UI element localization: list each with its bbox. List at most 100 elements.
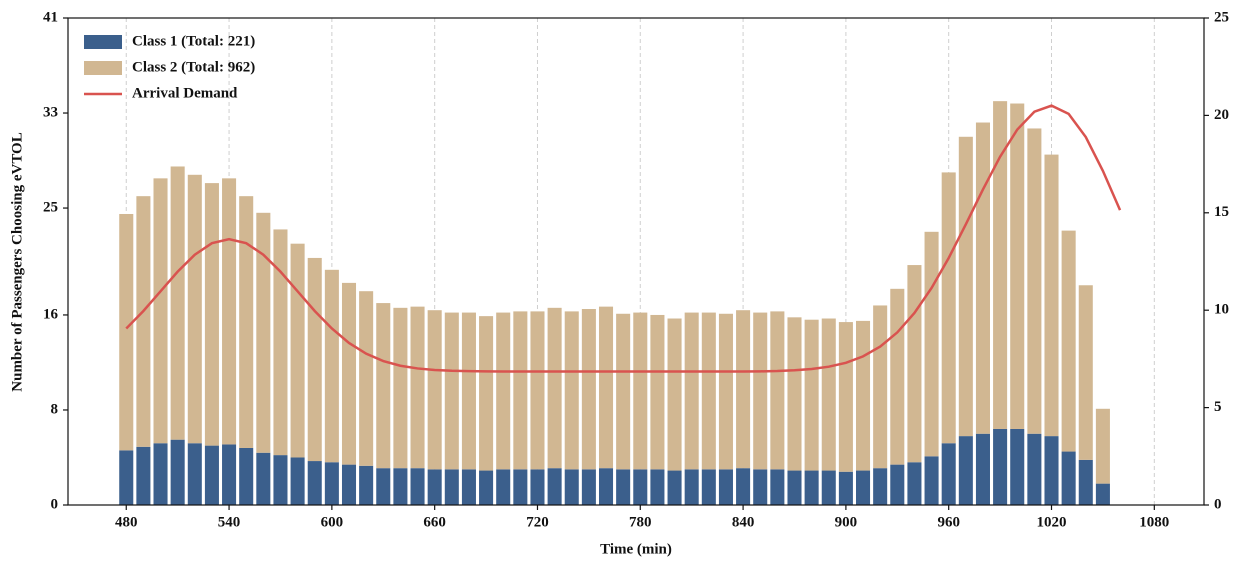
bar-segment — [530, 311, 545, 470]
bar-segment — [410, 306, 425, 469]
bar-segment — [873, 305, 888, 469]
bar-segment — [958, 136, 973, 437]
bar-segment — [479, 316, 494, 471]
bar-segment — [170, 439, 185, 505]
bar-segment — [787, 317, 802, 471]
bar-segment — [204, 183, 219, 446]
bar-segment — [479, 470, 494, 505]
bar-segment — [958, 436, 973, 505]
bar-segment — [153, 178, 168, 444]
bar-segment — [307, 257, 322, 462]
bar-segment — [222, 444, 237, 505]
bar-segment — [1061, 451, 1076, 505]
x-axis-label: Time (min) — [600, 541, 672, 557]
bar-segment — [856, 470, 871, 505]
bar-segment — [701, 469, 716, 505]
x-tick-label: 480 — [115, 514, 138, 530]
bar-segment — [821, 318, 836, 471]
legend-swatch — [84, 35, 122, 49]
bar-segment — [1010, 103, 1025, 429]
bar-segment — [804, 319, 819, 471]
bar-segment — [718, 469, 733, 505]
x-tick-label: 960 — [937, 514, 960, 530]
y2-tick-label: 15 — [1214, 204, 1229, 220]
y-tick-label: 25 — [43, 199, 58, 215]
bar-segment — [941, 172, 956, 444]
bar-segment — [1044, 154, 1059, 437]
bar-segment — [975, 433, 990, 505]
bar-segment — [376, 468, 391, 505]
bar-segment — [290, 457, 305, 505]
bar-segment — [119, 213, 134, 451]
bar-segment — [1078, 459, 1093, 505]
bar-segment — [598, 468, 614, 505]
bar-segment — [753, 312, 768, 470]
bar-segment — [838, 322, 853, 472]
y-tick-label: 0 — [51, 496, 59, 512]
bar-segment — [838, 471, 853, 505]
x-tick-label: 660 — [423, 514, 446, 530]
bar-segment — [633, 312, 648, 470]
bar-segment — [410, 468, 425, 505]
bar-segment — [564, 469, 579, 505]
x-tick-label: 780 — [629, 514, 652, 530]
bar-segment — [856, 320, 871, 471]
bar-segment — [170, 166, 185, 440]
bar-segment — [581, 309, 596, 470]
bar-segment — [341, 464, 357, 505]
bar-segment — [119, 450, 134, 505]
bar-segment — [581, 469, 596, 505]
bar-segment — [393, 468, 408, 505]
bar-segment — [273, 229, 288, 456]
bar-segment — [290, 243, 305, 458]
bar-segment — [324, 269, 339, 463]
y2-tick-label: 5 — [1214, 399, 1222, 415]
legend-swatch — [84, 61, 122, 75]
bar-segment — [924, 231, 939, 457]
bar-segment — [324, 462, 339, 505]
bar-segment — [1095, 483, 1110, 505]
y-tick-label: 8 — [51, 401, 59, 417]
bar-segment — [941, 443, 956, 505]
bar-segment — [564, 311, 579, 470]
bar-segment — [222, 178, 237, 445]
bar-segment — [770, 311, 785, 470]
bar-segment — [341, 282, 357, 465]
plot-frame — [67, 17, 1205, 506]
bar-segment — [461, 469, 476, 505]
bar-segment — [427, 310, 442, 470]
bar-segment — [736, 310, 751, 469]
bar-segment — [513, 311, 528, 470]
y-axis-label: Number of Passengers Choosing eVTOL — [9, 132, 25, 391]
bar-segment — [187, 174, 202, 444]
y2-tick-label: 10 — [1214, 302, 1229, 318]
x-tick-label: 1020 — [1037, 514, 1067, 530]
bar-segment — [444, 312, 459, 470]
bar-segment — [890, 288, 905, 465]
bar-segment — [1095, 408, 1110, 484]
bar-segment — [1027, 128, 1042, 434]
y-tick-label: 33 — [43, 104, 58, 120]
bar-segment — [873, 468, 888, 505]
bar-segment — [359, 465, 374, 505]
y2-tick-label: 25 — [1214, 9, 1229, 25]
bar-segment — [204, 445, 219, 505]
bar-segment — [633, 469, 648, 505]
bar-segment — [256, 452, 271, 505]
bar-segment — [359, 291, 374, 466]
bar-segment — [547, 307, 562, 469]
bar-segment — [256, 212, 271, 453]
x-tick-label: 1080 — [1139, 514, 1169, 530]
bar-segment — [136, 446, 151, 505]
bar-segment — [461, 312, 476, 470]
bar-segment — [753, 469, 768, 505]
bar-segment — [684, 469, 699, 505]
bar-segment — [684, 312, 699, 470]
bar-segment — [787, 470, 802, 505]
x-tick-label: 720 — [526, 514, 549, 530]
x-tick-label: 900 — [835, 514, 858, 530]
bar-segment — [907, 462, 922, 505]
bar-segment — [770, 469, 785, 505]
bar-segment — [547, 468, 562, 505]
